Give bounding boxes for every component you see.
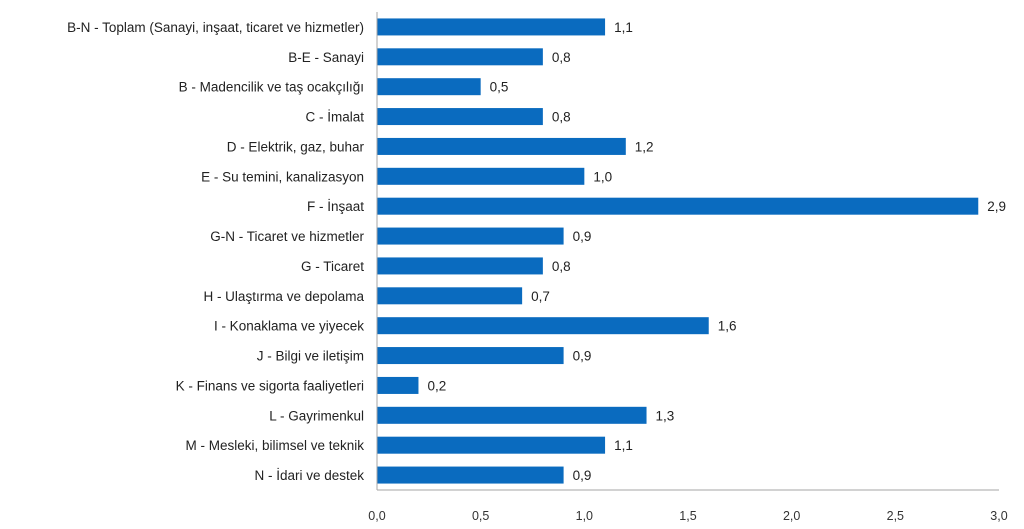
- bar: [377, 347, 564, 365]
- bar: [377, 436, 606, 454]
- value-label: 0,9: [573, 468, 592, 483]
- category-label: G-N - Ticaret ve hizmetler: [210, 229, 364, 244]
- category-label: B-E - Sanayi: [288, 50, 364, 65]
- bar: [377, 18, 606, 36]
- value-label: 0,9: [573, 349, 592, 364]
- bars-group: [377, 18, 979, 484]
- bar: [377, 406, 647, 424]
- category-label: M - Mesleki, bilimsel ve teknik: [185, 438, 364, 453]
- x-tick-label: 0,0: [368, 509, 385, 523]
- value-label: 0,5: [490, 80, 509, 95]
- category-label: C - İmalat: [305, 110, 364, 125]
- value-label: 1,2: [635, 139, 654, 154]
- value-label: 1,6: [718, 319, 737, 334]
- value-label: 1,3: [656, 408, 675, 423]
- category-label: K - Finans ve sigorta faaliyetleri: [176, 378, 364, 393]
- x-tick-label: 0,5: [472, 509, 489, 523]
- x-tick-label: 2,5: [887, 509, 904, 523]
- bar: [377, 78, 481, 96]
- category-label: F - İnşaat: [307, 199, 364, 214]
- category-label: G - Ticaret: [301, 259, 364, 274]
- category-label: B-N - Toplam (Sanayi, inşaat, ticaret ve…: [67, 20, 364, 35]
- bar: [377, 48, 543, 66]
- bar: [377, 466, 564, 484]
- category-label: L - Gayrimenkul: [269, 408, 364, 423]
- value-label: 1,1: [614, 438, 633, 453]
- value-label: 0,9: [573, 229, 592, 244]
- value-label: 0,8: [552, 259, 571, 274]
- bar: [377, 257, 543, 275]
- bar: [377, 287, 523, 305]
- value-label: 1,0: [593, 169, 612, 184]
- value-label: 0,8: [552, 110, 571, 125]
- category-label: N - İdari ve destek: [254, 468, 364, 483]
- x-tick-label: 2,0: [783, 509, 800, 523]
- bar: [377, 137, 626, 155]
- category-label: H - Ulaştırma ve depolama: [203, 289, 364, 304]
- bar: [377, 376, 419, 394]
- bar: [377, 108, 543, 126]
- category-label: B - Madencilik ve taş ocakçılığı: [179, 80, 364, 95]
- category-label: E - Su temini, kanalizasyon: [201, 169, 364, 184]
- bar: [377, 197, 979, 215]
- category-labels: B-N - Toplam (Sanayi, inşaat, ticaret ve…: [67, 20, 364, 483]
- value-label: 2,9: [987, 199, 1006, 214]
- bar: [377, 167, 585, 185]
- value-label: 0,2: [427, 378, 446, 393]
- x-tick-label: 1,5: [679, 509, 696, 523]
- value-labels: 1,10,80,50,81,21,02,90,90,80,71,60,90,21…: [427, 20, 1006, 483]
- value-label: 1,1: [614, 20, 633, 35]
- x-tick-label: 1,0: [576, 509, 593, 523]
- x-tick-label: 3,0: [990, 509, 1007, 523]
- value-label: 0,8: [552, 50, 571, 65]
- value-label: 0,7: [531, 289, 550, 304]
- category-label: I - Konaklama ve yiyecek: [214, 319, 364, 334]
- bar: [377, 317, 709, 335]
- bar: [377, 227, 564, 245]
- category-label: J - Bilgi ve iletişim: [257, 349, 364, 364]
- category-label: D - Elektrik, gaz, buhar: [227, 139, 365, 154]
- x-tick-labels: 0,0 0,5 1,0 1,5 2,0 2,5 3,0: [368, 509, 1007, 523]
